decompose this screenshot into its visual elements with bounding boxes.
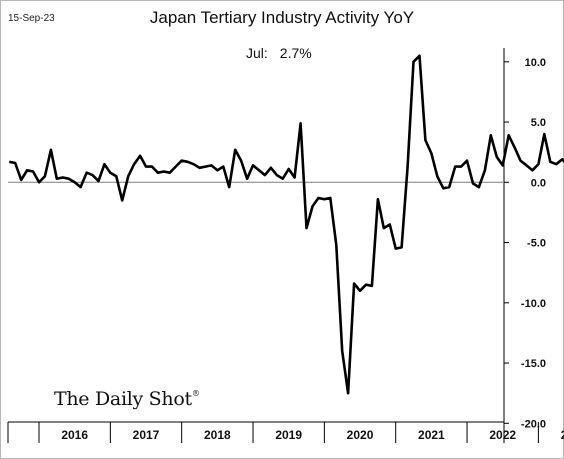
latest-period-label: Jul:: [246, 45, 268, 61]
y-tick-label: 5.0: [531, 117, 546, 129]
x-tick-label: 2018: [204, 428, 231, 442]
latest-value-annotation: Jul: 2.7%: [246, 45, 312, 61]
y-tick-label: -10.0: [521, 298, 546, 310]
logo-text: The Daily Shot: [54, 388, 192, 410]
chart-title: Japan Tertiary Industry Activity YoY: [149, 8, 415, 27]
x-tick-label: 2023: [561, 428, 564, 442]
x-tick-label: 2022: [489, 428, 516, 442]
latest-value-label: 2.7%: [279, 45, 312, 61]
x-tick-label: 2017: [133, 428, 160, 442]
y-tick-label: 10.0: [525, 57, 546, 69]
chart-date: 15-Sep-23: [8, 13, 55, 24]
daily-shot-logo: The Daily Shot®: [54, 388, 200, 410]
x-tick-label: 2021: [418, 428, 445, 442]
logo-registered-mark: ®: [191, 389, 200, 398]
y-tick-label: -20.0: [521, 418, 546, 430]
y-tick-label: -15.0: [521, 358, 546, 370]
x-tick-label: 2019: [275, 428, 302, 442]
x-tick-label: 2020: [347, 428, 374, 442]
y-tick-label: 0.0: [531, 177, 546, 189]
x-tick-label: 2016: [61, 428, 88, 442]
y-tick-label: -5.0: [527, 238, 546, 250]
series-line: [9, 54, 564, 395]
